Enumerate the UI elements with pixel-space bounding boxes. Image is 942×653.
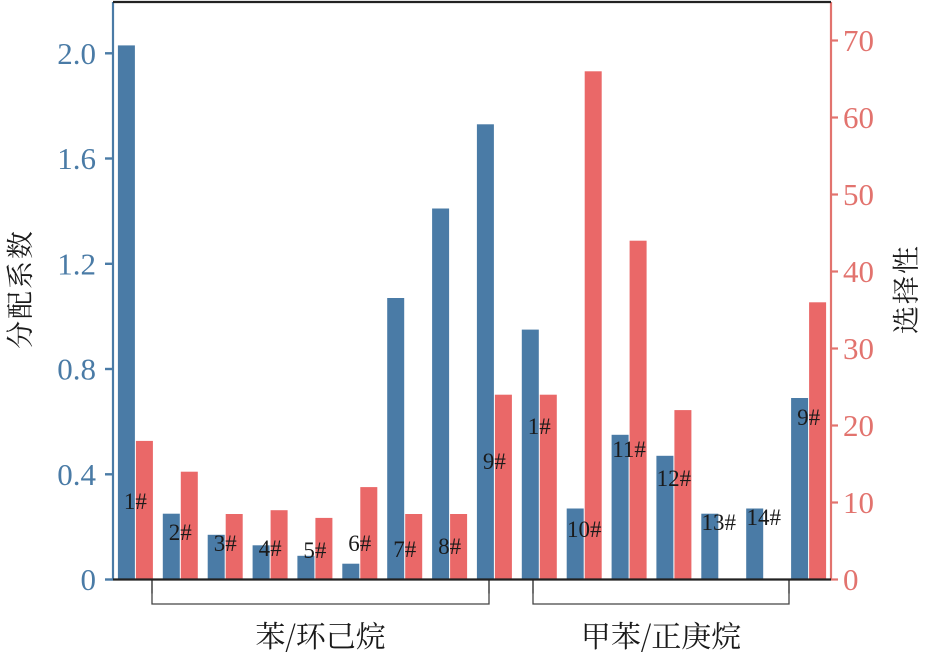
svg-text:0.4: 0.4	[57, 457, 96, 492]
svg-text:5#: 5#	[303, 538, 327, 563]
svg-text:7#: 7#	[393, 537, 417, 562]
svg-text:1.6: 1.6	[57, 141, 96, 176]
svg-text:9#: 9#	[483, 449, 507, 474]
svg-text:11#: 11#	[612, 437, 646, 462]
svg-text:70: 70	[843, 23, 874, 58]
svg-text:1#: 1#	[124, 489, 148, 514]
svg-text:0: 0	[81, 562, 97, 597]
svg-text:0: 0	[843, 562, 859, 597]
svg-text:50: 50	[843, 177, 874, 212]
svg-text:8#: 8#	[438, 534, 462, 559]
svg-text:30: 30	[843, 331, 874, 366]
svg-text:10: 10	[843, 485, 874, 520]
svg-text:12#: 12#	[657, 466, 692, 491]
svg-text:4#: 4#	[259, 536, 283, 561]
svg-text:甲苯/正庚烷: 甲苯/正庚烷	[581, 612, 742, 653]
svg-text:3#: 3#	[214, 531, 238, 556]
svg-text:6#: 6#	[348, 531, 372, 556]
svg-text:2.0: 2.0	[57, 36, 96, 71]
svg-text:分配系数: 分配系数	[0, 229, 39, 349]
svg-text:13#: 13#	[702, 510, 737, 535]
svg-text:20: 20	[843, 408, 874, 443]
svg-text:60: 60	[843, 100, 874, 135]
svg-text:1.2: 1.2	[57, 246, 96, 281]
svg-text:苯/环己烷: 苯/环己烷	[255, 612, 386, 653]
svg-text:14#: 14#	[746, 505, 781, 530]
svg-text:2#: 2#	[169, 520, 193, 545]
svg-text:0.8: 0.8	[57, 352, 96, 387]
svg-text:9#: 9#	[797, 405, 821, 430]
svg-text:选择性: 选择性	[885, 244, 925, 334]
svg-text:10#: 10#	[567, 517, 602, 542]
svg-text:1#: 1#	[528, 414, 552, 439]
svg-text:40: 40	[843, 254, 874, 289]
